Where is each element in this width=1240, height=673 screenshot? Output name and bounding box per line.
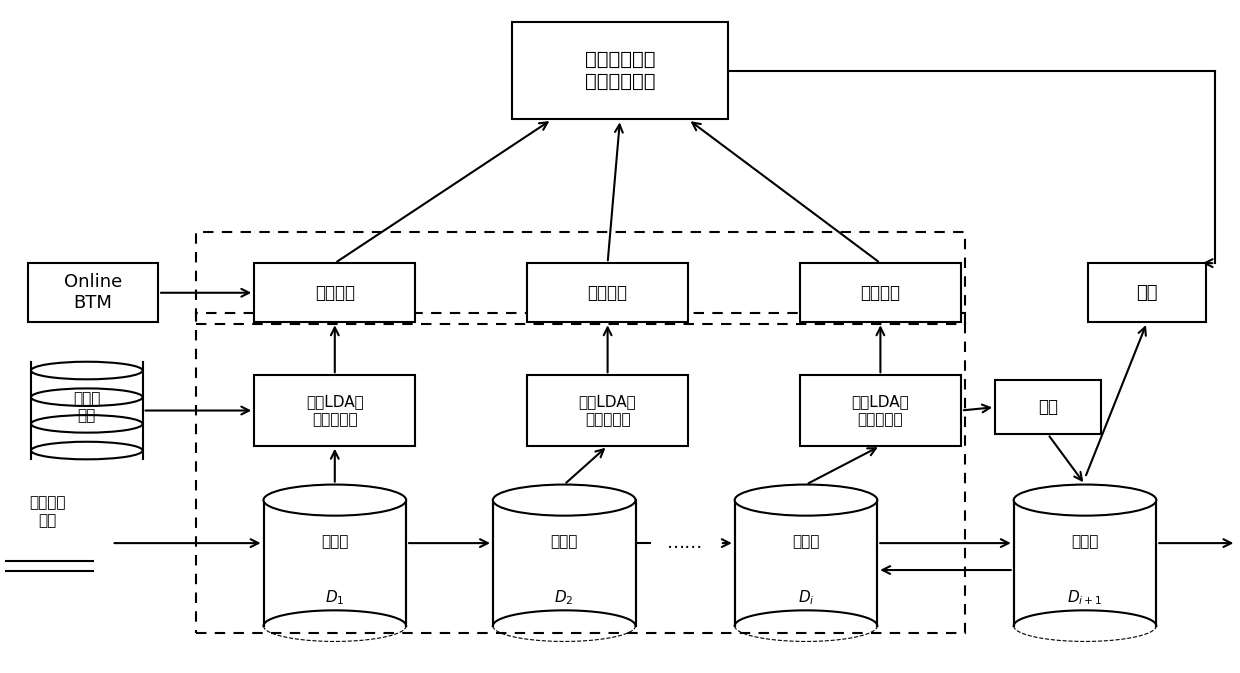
Text: 基于LDA的
短文本扩展: 基于LDA的 短文本扩展	[852, 394, 909, 427]
Text: 预测: 预测	[1136, 284, 1158, 302]
Text: $D_{i+1}$: $D_{i+1}$	[1068, 589, 1102, 607]
Text: ……: ……	[667, 534, 703, 552]
Bar	[27, 263, 159, 322]
Bar	[1089, 263, 1205, 322]
Text: 更新: 更新	[1038, 398, 1058, 416]
Text: $D_1$: $D_1$	[325, 589, 345, 607]
Text: 数据块: 数据块	[792, 534, 820, 549]
Text: 数据块: 数据块	[321, 534, 348, 549]
Bar	[527, 376, 688, 446]
Bar	[196, 232, 965, 324]
Ellipse shape	[494, 485, 635, 516]
Bar	[254, 263, 415, 322]
Text: 数据块: 数据块	[1071, 534, 1099, 549]
Ellipse shape	[31, 388, 143, 406]
Bar	[527, 263, 688, 322]
Text: 分类器构建和
概念漂移检测: 分类器构建和 概念漂移检测	[585, 50, 655, 91]
Ellipse shape	[734, 485, 878, 516]
Text: $D_i$: $D_i$	[797, 589, 815, 607]
Bar	[254, 376, 415, 446]
Ellipse shape	[31, 441, 143, 459]
Bar	[511, 22, 728, 120]
Bar	[800, 263, 961, 322]
Ellipse shape	[31, 362, 143, 380]
Text: $D_2$: $D_2$	[554, 589, 574, 607]
Text: 基于LDA的
短文本扩展: 基于LDA的 短文本扩展	[579, 394, 636, 427]
Bar	[994, 380, 1101, 434]
Ellipse shape	[1014, 485, 1157, 516]
Bar	[265, 500, 404, 626]
Bar	[494, 500, 635, 626]
Text: Online
BTM: Online BTM	[64, 273, 122, 312]
Ellipse shape	[31, 415, 143, 433]
Text: 主题推断: 主题推断	[315, 284, 355, 302]
Bar	[1014, 500, 1156, 626]
Text: 短文本数
据流: 短文本数 据流	[29, 495, 66, 528]
Ellipse shape	[263, 485, 407, 516]
Text: 数据块: 数据块	[551, 534, 578, 549]
Bar	[196, 313, 965, 633]
Text: 主题推断: 主题推断	[861, 284, 900, 302]
Text: 外部语
料库: 外部语 料库	[73, 391, 100, 423]
Bar	[31, 362, 143, 459]
Bar	[737, 500, 875, 626]
Text: 主题推断: 主题推断	[588, 284, 627, 302]
Bar	[800, 376, 961, 446]
Text: 基于LDA的
短文本扩展: 基于LDA的 短文本扩展	[306, 394, 363, 427]
